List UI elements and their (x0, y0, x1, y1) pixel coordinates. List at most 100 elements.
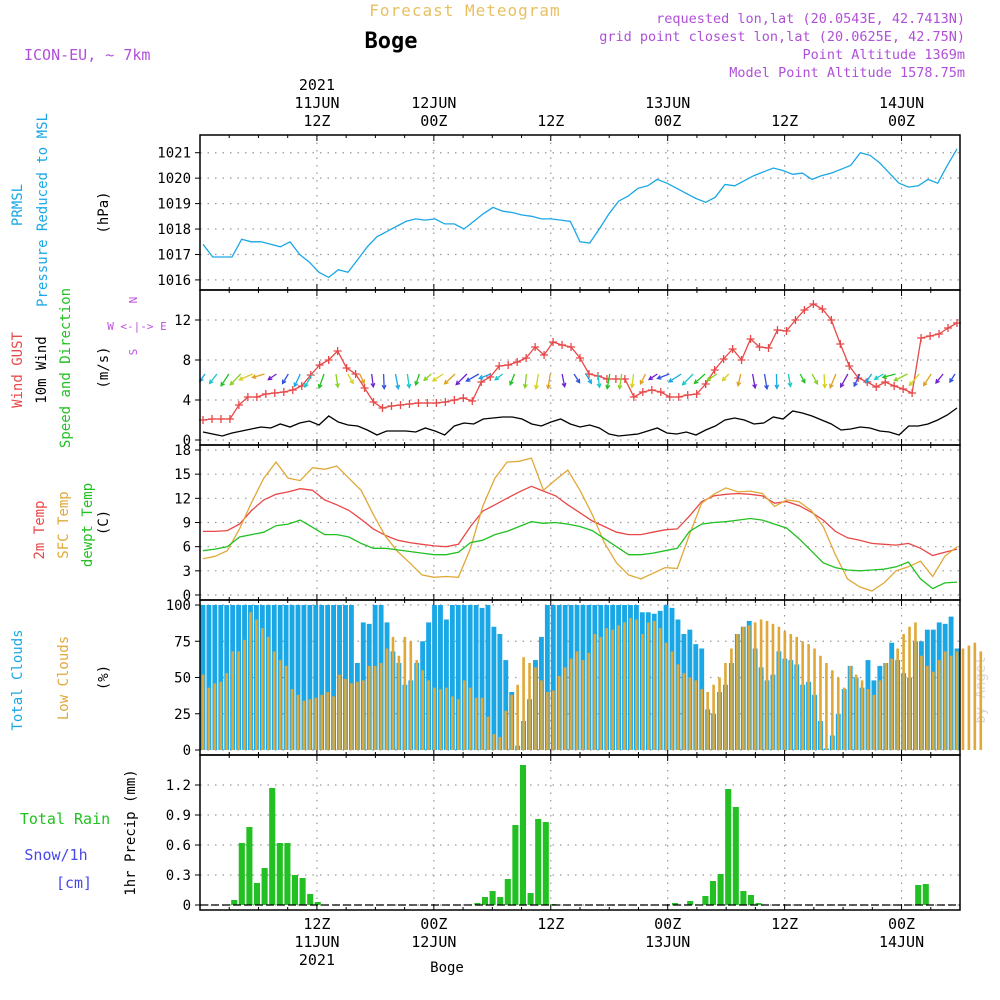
low-cloud-bar (266, 636, 270, 750)
wind-arrow-head (317, 383, 323, 390)
gust-marker (216, 415, 225, 423)
wind-arrow-head (360, 379, 366, 385)
rain-bar (291, 875, 299, 905)
low-cloud-bar (795, 636, 799, 750)
low-cloud-bar (433, 687, 436, 750)
total-cloud-bar (473, 605, 479, 750)
low-cloud-bar (379, 663, 383, 750)
unit-label: (%) (96, 665, 112, 690)
grid-point-coords: grid point closest lon,lat (20.0625E, 42… (599, 29, 965, 45)
y-tick-label: 4 (183, 393, 191, 409)
y-tick-label: 1020 (157, 171, 191, 187)
gust-marker (692, 390, 701, 398)
low-cloud-bar (201, 674, 205, 750)
wind-arrow-head (561, 382, 567, 388)
low-cloud-bar (468, 687, 472, 750)
rain-bar (246, 827, 253, 905)
wind-arrow (668, 373, 682, 383)
gust-marker (432, 399, 441, 407)
gust-marker (728, 345, 737, 353)
rain-bar (922, 884, 929, 905)
rain-bar (307, 894, 314, 905)
gust-marker (333, 347, 342, 355)
low-cloud-bar (943, 651, 947, 750)
wind-arrow-head (478, 374, 484, 380)
gust-marker (351, 370, 360, 378)
low-cloud-bar (439, 689, 442, 750)
wind-arrow (524, 373, 528, 388)
rain-bar (299, 878, 306, 905)
footer-location: Boge (430, 960, 464, 976)
wind-arrow-head (801, 378, 806, 384)
wind-arrow-head (667, 378, 674, 383)
wind-arrow (359, 373, 365, 384)
gust-marker (288, 386, 297, 394)
low-cloud-bar (557, 676, 561, 750)
gust-marker (531, 343, 540, 351)
low-cloud-bar (920, 655, 923, 750)
rain-bar (284, 843, 291, 905)
total-cloud-bar (491, 626, 497, 750)
wind-arrow (561, 373, 566, 387)
total-clouds-label: Total Clouds (10, 629, 26, 730)
low-cloud-bar (967, 645, 971, 750)
low-cloud-bar (955, 651, 959, 750)
low-cloud-bar (213, 683, 217, 750)
bottom-time-label: 12Z (303, 915, 330, 933)
gust-marker (890, 382, 899, 390)
wind-arrow (949, 373, 956, 383)
y-tick-label: 6 (183, 540, 191, 556)
y-tick-label: 1021 (157, 146, 191, 162)
compass-north: N (127, 297, 140, 304)
wind-label: 10m Wind (34, 336, 50, 403)
unit-label: (hPa) (96, 191, 112, 233)
gust-marker (207, 415, 216, 423)
panel-clouds: 0 25 50 75 100 (%) (96, 598, 983, 759)
wind-arrow-head (443, 379, 449, 385)
low-cloud-bar (498, 736, 502, 750)
rain-bar (474, 903, 481, 905)
gust-marker (495, 362, 504, 370)
series-line-wind (202, 407, 958, 437)
total-cloud-bar (218, 605, 224, 750)
gust-marker (504, 361, 513, 369)
wind-arrow-head (494, 375, 500, 381)
y-tick-label: 100 (166, 598, 191, 614)
rain-bar (253, 883, 261, 905)
low-cloud-bar (629, 618, 632, 750)
gust-marker (576, 354, 584, 362)
low-cloud-bar (836, 677, 840, 750)
rain-bar (542, 822, 549, 905)
wind-arrow-head (251, 374, 257, 379)
wind-arrow-head (381, 384, 387, 390)
low-cloud-bar (771, 623, 775, 750)
gust-marker (567, 343, 576, 351)
low-cloud-bar (896, 648, 899, 750)
rain-bar (740, 891, 747, 905)
gust-marker (225, 415, 234, 423)
wind-arrow (682, 373, 694, 386)
y-tick-label: 9 (183, 516, 191, 532)
wind-arrow (347, 373, 354, 384)
top-time-label: 00Z (420, 112, 447, 130)
gust-marker (917, 334, 926, 342)
low-cloud-bar (854, 674, 858, 750)
low-cloud-bar (373, 665, 377, 750)
low-cloud-bar (813, 648, 816, 750)
low-cloud-bar (783, 631, 787, 750)
y-tick-label: 1017 (157, 247, 191, 263)
wind-arrow (631, 373, 635, 388)
rain-bar (755, 903, 762, 905)
low-cloud-bar (338, 674, 341, 750)
y-tick-label: 25 (174, 707, 191, 723)
low-cloud-bar (528, 663, 531, 750)
y-tick-label: 1019 (157, 197, 191, 213)
wind-arrow (909, 373, 920, 386)
wind-arrow-head (431, 377, 437, 382)
low-cloud-bar (462, 680, 466, 750)
low-cloud-bar (456, 699, 460, 750)
unit-label: 1hr Precip (mm) (123, 769, 139, 895)
sfc-temp-label: SFC Temp (56, 491, 72, 558)
top-time-label: 00Z (888, 112, 915, 130)
wind-arrow-head (949, 378, 954, 384)
